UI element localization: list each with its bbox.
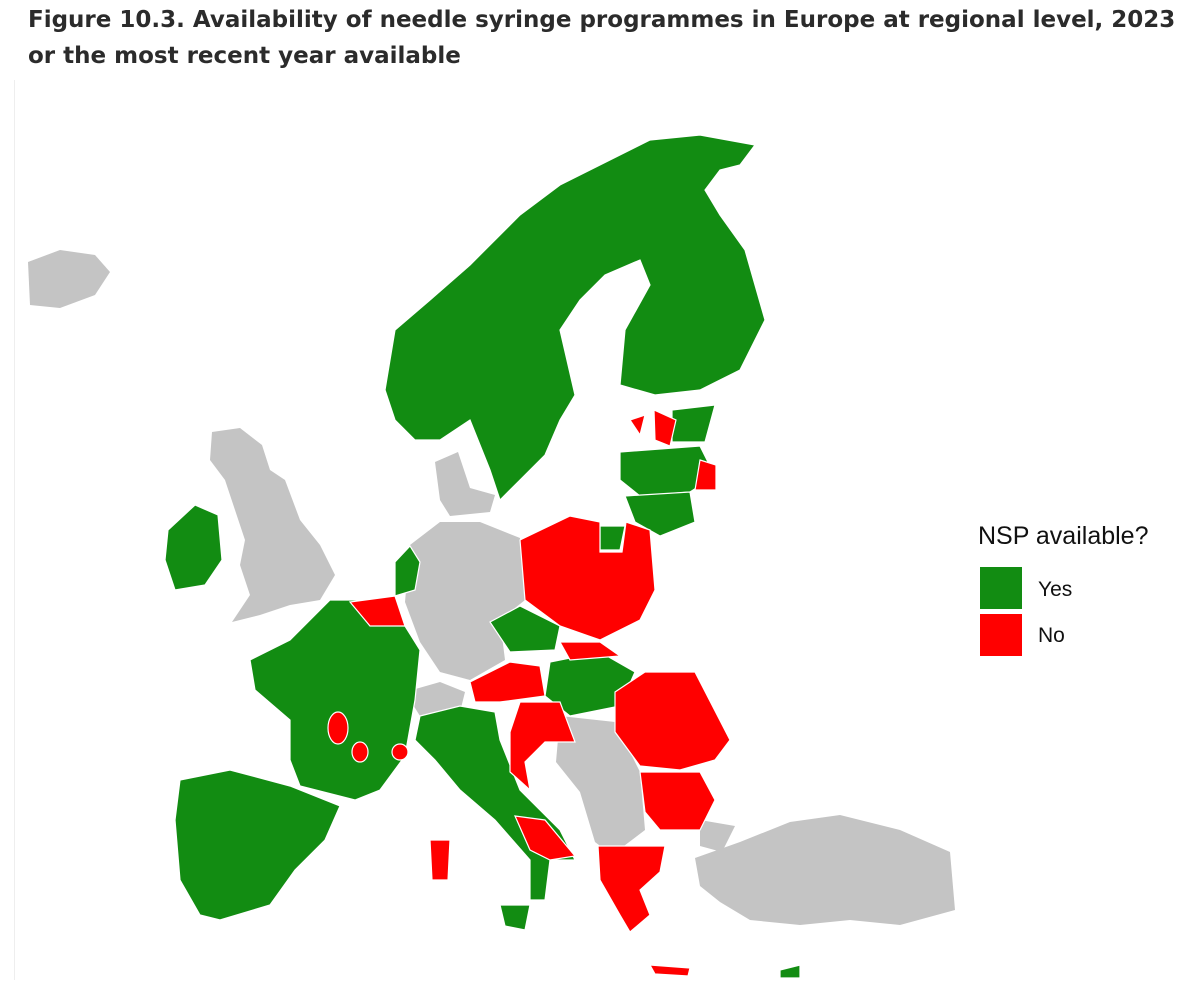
region-bulgaria xyxy=(639,771,716,831)
legend-swatch xyxy=(980,614,1022,656)
region-uk xyxy=(210,428,335,622)
region-germany xyxy=(405,522,525,680)
legend-title: NSP available? xyxy=(978,522,1149,550)
region-france-centre xyxy=(327,711,349,745)
region-iceland xyxy=(28,250,110,308)
region-ireland xyxy=(164,504,223,591)
region-iberia xyxy=(174,769,341,921)
region-lithuania xyxy=(624,491,696,537)
region-france-east xyxy=(391,743,409,761)
region-denmark xyxy=(435,452,495,516)
region-france xyxy=(249,599,421,801)
region-sardinia xyxy=(429,839,451,881)
region-cyprus xyxy=(779,964,801,979)
region-switzerland xyxy=(405,682,465,716)
region-crete xyxy=(648,964,691,977)
frame-edge xyxy=(14,80,15,980)
legend-swatch xyxy=(980,567,1022,609)
region-nordics xyxy=(384,134,766,502)
figure-title: Figure 10.3. Availability of needle syri… xyxy=(28,7,1176,69)
legend-label: Yes xyxy=(1038,578,1073,601)
region-greece xyxy=(597,845,666,933)
region-poland xyxy=(519,515,656,641)
region-estonia xyxy=(671,404,716,443)
region-italy-south xyxy=(514,815,577,861)
region-czechia xyxy=(489,605,561,653)
region-latvia-east xyxy=(694,459,717,491)
region-romania xyxy=(614,671,731,771)
region-estonia-isles xyxy=(653,409,677,447)
region-slovakia xyxy=(558,641,622,661)
region-france-south xyxy=(351,741,369,763)
region-gotland xyxy=(629,414,646,437)
region-netherlands xyxy=(394,545,421,597)
legend-label: No xyxy=(1038,624,1065,647)
region-croatia xyxy=(509,701,576,792)
region-turkey-europe xyxy=(700,820,735,852)
region-balkans xyxy=(556,716,645,855)
region-belgium xyxy=(348,595,406,627)
region-sicily xyxy=(499,904,531,931)
region-turkey xyxy=(695,815,955,925)
region-austria xyxy=(469,661,546,703)
region-poland-north xyxy=(599,525,626,551)
